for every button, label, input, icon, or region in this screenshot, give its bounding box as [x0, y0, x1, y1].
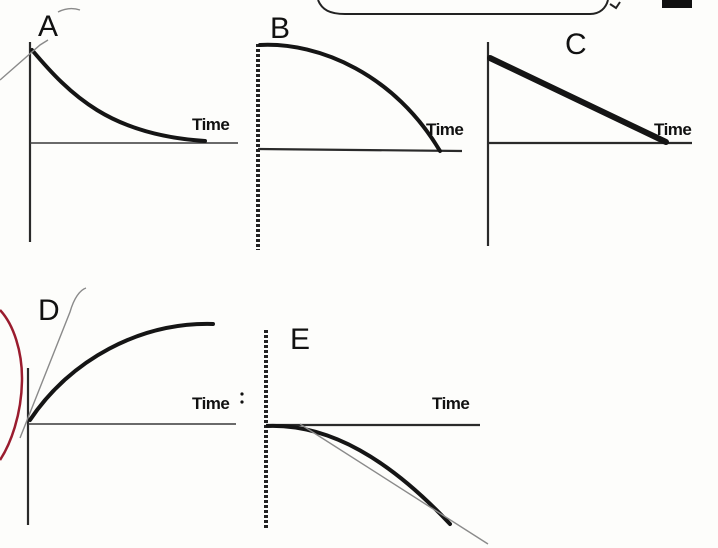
time-label: Time [432, 394, 469, 413]
panel-letter: A [38, 10, 58, 43]
panel-letter: C [565, 28, 587, 61]
panel-e: E Time [264, 323, 489, 545]
pencil-stroke [299, 423, 489, 545]
time-label: Time [192, 115, 229, 134]
panel-letter: B [270, 12, 290, 45]
decay-curve [30, 48, 207, 143]
dot [240, 400, 244, 404]
circle-mark [0, 309, 24, 461]
panel-b: B Time [256, 12, 464, 250]
top-box-fragment [317, 0, 692, 15]
pencil-stroke [19, 287, 87, 439]
panel-letter: E [290, 323, 310, 356]
pencil-stroke [57, 7, 81, 13]
pencil-stroke [0, 39, 49, 81]
linear-decrease-line [487, 55, 669, 145]
time-label: Time [654, 120, 691, 139]
x-axis [257, 147, 463, 153]
panel-c: C Time [486, 28, 692, 246]
falling-curve [258, 42, 442, 153]
dot [240, 392, 244, 396]
time-label: Time [426, 120, 463, 139]
panel-a: A Time [0, 7, 238, 242]
falling-curve [266, 423, 452, 526]
rising-curve [28, 321, 215, 422]
time-label: Time [192, 394, 229, 413]
panel-letter: D [38, 294, 60, 327]
panel-d: D Time [0, 287, 244, 525]
